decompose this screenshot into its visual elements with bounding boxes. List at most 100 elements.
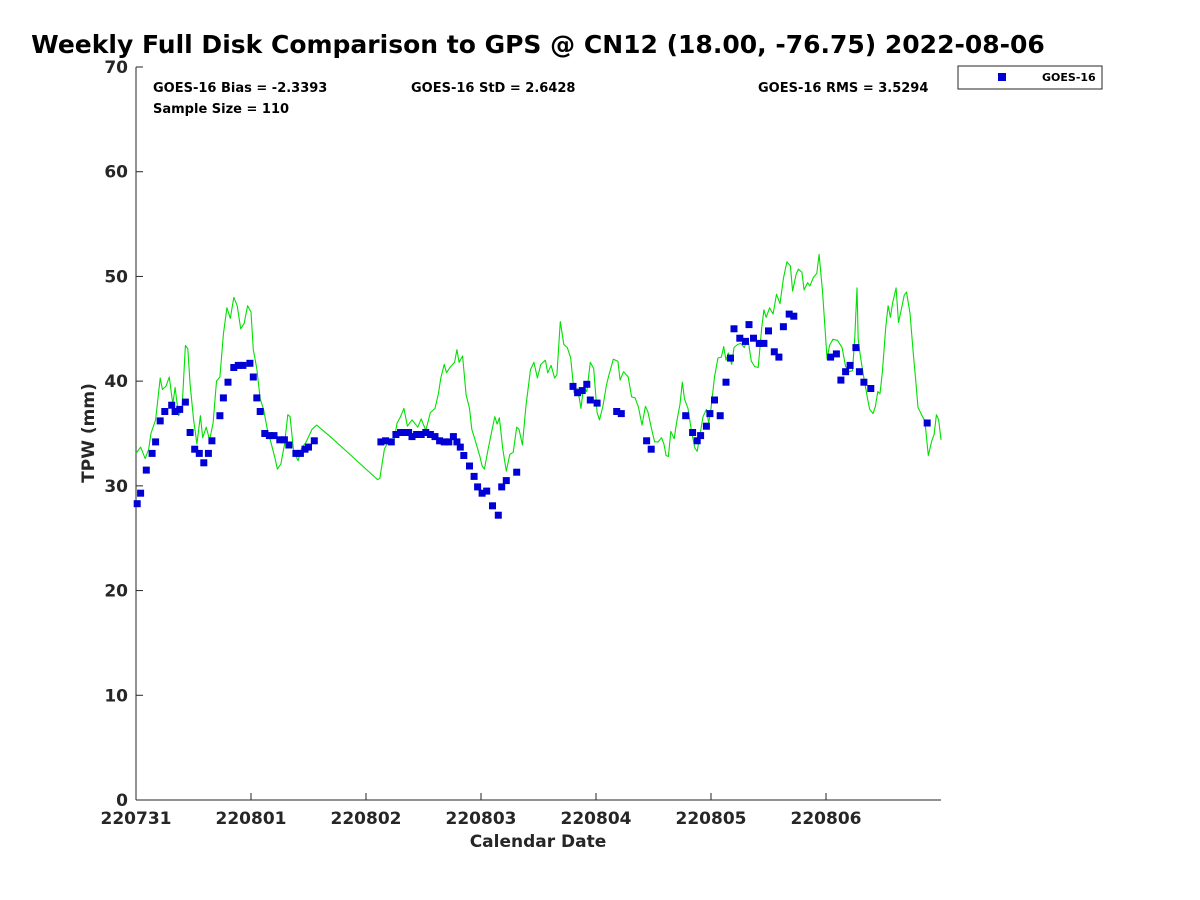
goes-point [765, 327, 772, 335]
goes-point [377, 438, 385, 446]
goes-point [689, 429, 697, 436]
goes-point [208, 437, 216, 445]
goes-point [770, 348, 778, 356]
goes-point [431, 433, 439, 441]
goes-point [191, 445, 199, 453]
goes-point [397, 429, 404, 436]
goes-point [745, 321, 753, 329]
goes-point [453, 438, 461, 446]
legend-box [957, 65, 1103, 90]
chart-title: Weekly Full Disk Comparison to GPS @ CN1… [31, 30, 1045, 59]
goes-point [923, 419, 931, 427]
goes-point [261, 430, 269, 437]
goes-point [867, 385, 875, 392]
goes-point [417, 431, 425, 438]
y-axis: 0 10 20 30 40 50 60 70 [104, 58, 143, 811]
goes-point [285, 441, 293, 449]
goes-point [280, 436, 288, 444]
goes-point [474, 483, 482, 491]
goes-point [727, 354, 734, 362]
goes-point [742, 337, 749, 345]
goes-point [276, 436, 284, 444]
goes-point [827, 353, 835, 361]
goes-point [445, 438, 453, 446]
goes-point [137, 489, 145, 497]
goes-point [387, 438, 395, 446]
goes-point [456, 443, 464, 451]
goes-point [176, 405, 184, 413]
goes-point [142, 466, 150, 474]
x-axis: 220731 220801 220802 220803 220804 220805 2208… [101, 793, 862, 829]
goes-point [148, 449, 156, 457]
goes-point [697, 432, 705, 440]
goes-point [842, 368, 850, 376]
goes-point [613, 408, 621, 415]
x-tick-label: 220805 [676, 809, 747, 829]
goes-point [219, 394, 227, 402]
goes-point [760, 339, 768, 347]
goes-point [422, 429, 430, 436]
goes-point [171, 408, 179, 415]
y-tick-label: 30 [104, 477, 128, 497]
goes-point [440, 438, 448, 446]
goes-point [682, 412, 690, 420]
goes-point [489, 502, 496, 510]
goes-point [755, 339, 763, 347]
goes-point [502, 477, 510, 485]
goes-point [852, 344, 860, 352]
x-tick-label: 220731 [101, 809, 172, 829]
goes-point [408, 433, 416, 441]
goes-point [593, 399, 601, 407]
y-tick-label: 40 [104, 372, 128, 392]
goes-point [716, 412, 724, 420]
y-tick-label: 70 [104, 58, 128, 78]
goes-point [292, 449, 300, 457]
plot-frame [135, 67, 941, 801]
goes-point [168, 401, 176, 409]
goes-point [706, 410, 714, 418]
goes-point [832, 350, 840, 358]
goes-point [156, 417, 164, 425]
goes-point [569, 382, 577, 390]
goes-point [730, 325, 738, 333]
goes-point [246, 359, 254, 367]
x-tick-label: 220803 [446, 809, 517, 829]
legend-marker-goes [998, 73, 1006, 81]
goes-series [133, 310, 931, 519]
goes-point [498, 483, 506, 491]
goes-point [583, 380, 591, 388]
x-tick-label: 220802 [331, 809, 402, 829]
goes-point [310, 437, 318, 445]
y-tick-label: 0 [116, 791, 128, 811]
goes-point [382, 437, 390, 445]
goes-point [790, 312, 798, 320]
gps-series [135, 253, 942, 481]
goes-point [305, 443, 312, 451]
goes-point [586, 396, 594, 404]
goes-point [249, 373, 257, 381]
goes-point [860, 378, 868, 386]
goes-point [711, 396, 718, 404]
goes-point [775, 353, 783, 361]
goes-point [253, 394, 261, 402]
goes-point [392, 431, 400, 438]
goes-point [181, 398, 189, 406]
goes-point [195, 449, 203, 457]
goes-point [460, 452, 468, 459]
goes-point [234, 361, 242, 369]
goes-point [186, 429, 194, 436]
std-stat: GOES-16 StD = 2.6428 [411, 81, 575, 96]
goes-point [239, 361, 247, 369]
gps-line [135, 253, 942, 481]
goes-point [133, 500, 141, 508]
goes-point [494, 511, 502, 519]
goes-point [265, 432, 273, 440]
x-axis-label: Calendar Date [470, 832, 607, 852]
x-tick-label: 220804 [561, 809, 632, 829]
goes-point [643, 437, 651, 445]
x-tick-label: 220806 [791, 809, 862, 829]
goes-point [478, 489, 486, 497]
sample-size-stat: Sample Size = 110 [153, 102, 289, 117]
goes-point [750, 334, 757, 342]
